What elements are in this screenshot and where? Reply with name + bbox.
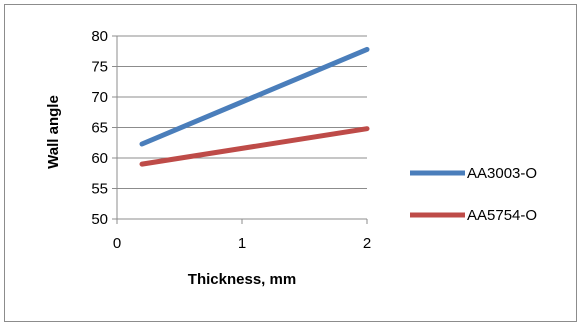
x-tick-label: 2	[363, 235, 371, 252]
y-tick-label: 80	[91, 28, 108, 45]
series-line-aa5754-o	[139, 126, 370, 167]
y-tick-label: 75	[91, 59, 108, 76]
y-tick-label: 70	[91, 89, 108, 106]
y-tick-label: 55	[91, 181, 108, 198]
y-tick-label: 65	[91, 120, 108, 137]
y-tick-label: 50	[91, 211, 108, 228]
x-tick-label: 1	[238, 235, 246, 252]
y-axis-title: Wall angle	[45, 95, 62, 169]
y-tick-label: 60	[91, 150, 108, 167]
axes: 50 55 60 65 70 75 80 0 1 2	[91, 28, 371, 252]
legend: AA3003-O AA5754-O	[410, 165, 537, 224]
legend-label-aa3003-o: AA3003-O	[467, 165, 537, 182]
series-line-aa3003-o	[139, 46, 370, 147]
x-tick-label: 0	[113, 235, 121, 252]
legend-label-aa5754-o: AA5754-O	[467, 207, 537, 224]
x-axis-title: Thickness, mm	[188, 271, 296, 288]
series-lines	[139, 46, 370, 167]
chart-border	[4, 4, 577, 322]
